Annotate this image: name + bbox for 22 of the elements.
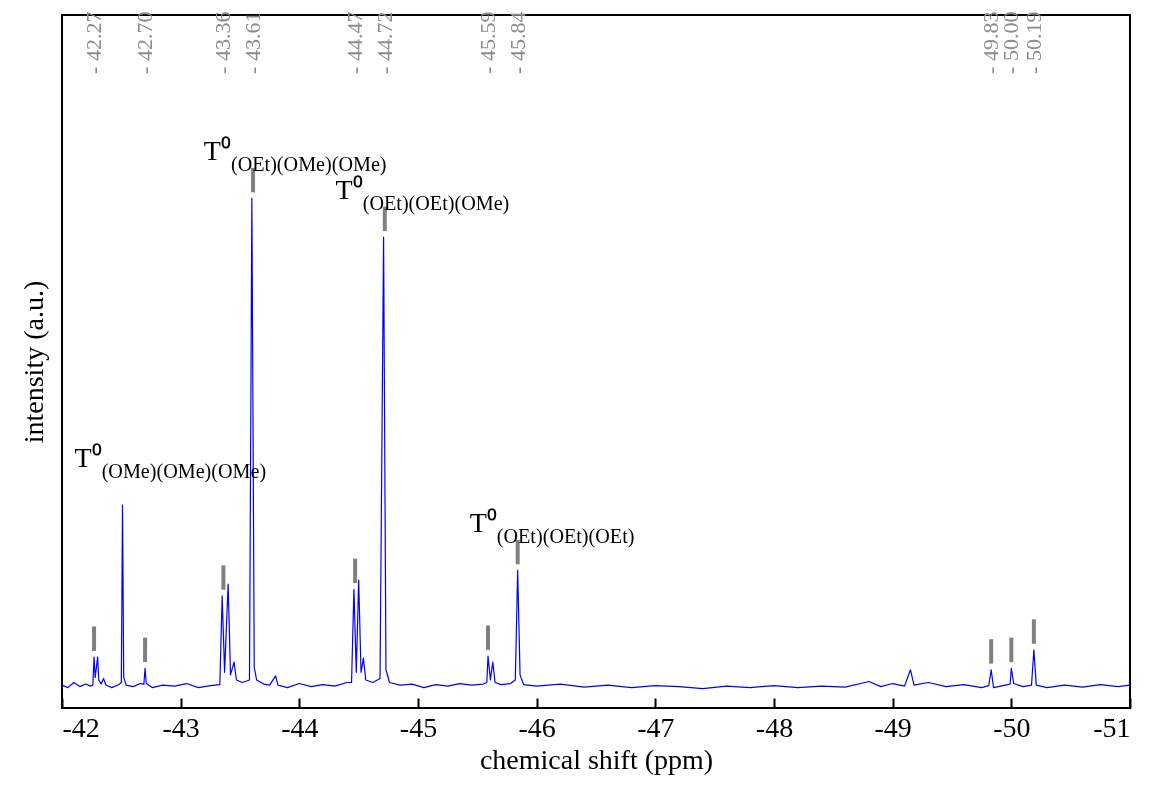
x-tick-label: -45 [399,711,438,743]
text: - 44.72 [371,11,397,74]
text: - 45.59 [475,11,501,74]
x-axis-title: chemical shift (ppm) [479,743,714,775]
x-tick-label: -43 [162,711,200,743]
x-tick-label: -47 [637,711,675,743]
x-tick-label: -48 [755,711,794,743]
text: - 43.61 [240,11,266,74]
text: - 44.47 [342,11,368,74]
text: - 42.27 [81,11,107,74]
text: - 43.36 [210,11,236,74]
x-tick-label: -42 [62,711,100,743]
text: - 42.70 [132,11,158,74]
text: - 45.84 [504,11,530,74]
x-tick-label: -51 [1093,711,1131,743]
x-tick-label: -44 [281,711,319,743]
x-tick-label: -49 [874,711,912,743]
x-tick-label: -46 [518,711,556,743]
x-tick-label: -50 [993,711,1031,743]
annotation: T⁰$_{(OEt)(OMe)(OMe)}$ [203,135,387,177]
y-axis-title: intensity (a.u.) [17,280,49,444]
annotation: T⁰$_{(OEt)(OEt)(OEt)}$ [469,507,635,549]
